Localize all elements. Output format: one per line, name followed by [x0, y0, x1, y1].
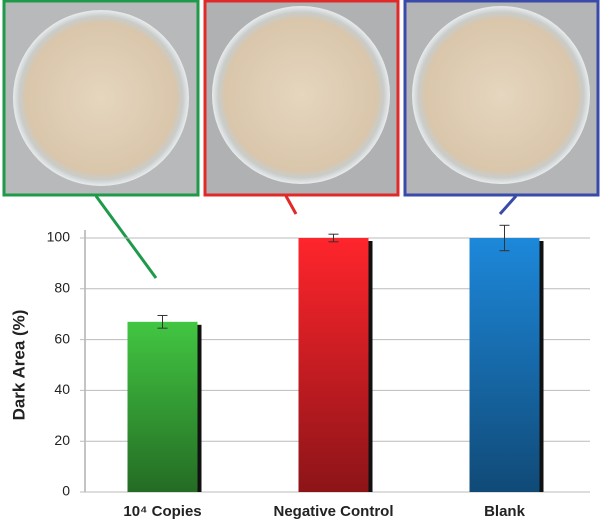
bar [127, 321, 198, 492]
error-bar [328, 233, 339, 243]
y-tick-label: 20 [54, 432, 70, 448]
x-tick-label: Blank [484, 503, 526, 520]
photo-panels [2, 0, 600, 279]
y-axis-label: Dark Area (%) [9, 310, 28, 421]
y-tick-label: 40 [54, 381, 70, 397]
y-tick-label: 100 [47, 229, 71, 245]
dish [13, 10, 189, 186]
dish [212, 6, 390, 184]
connector [498, 195, 518, 215]
error-bar [499, 224, 510, 252]
y-tick-label: 60 [54, 330, 70, 346]
x-tick-label: Negative Control [273, 503, 393, 520]
bar [469, 238, 540, 492]
y-tick-label: 80 [54, 280, 70, 296]
error-bar [157, 314, 168, 329]
bar [298, 238, 369, 492]
x-tick-label: 10⁴ Copies [123, 503, 201, 520]
connector [94, 195, 158, 279]
y-tick-label: 0 [62, 483, 70, 499]
connector [284, 195, 298, 215]
dish [412, 6, 590, 184]
